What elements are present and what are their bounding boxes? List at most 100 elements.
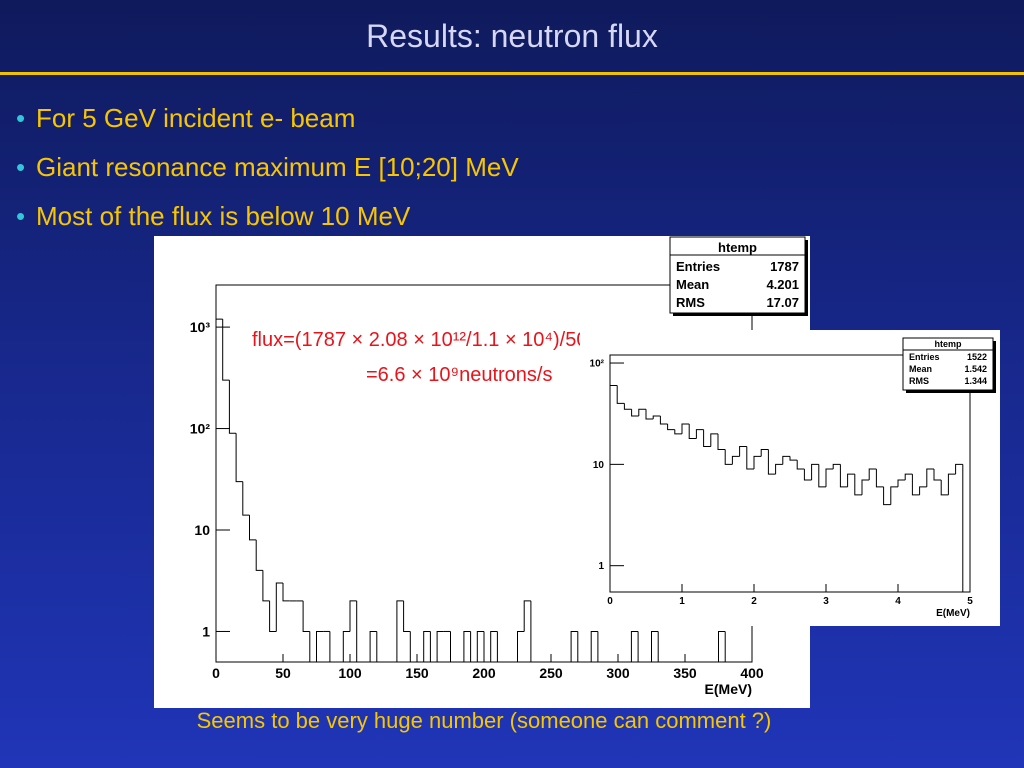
y-tick-label: 10 bbox=[194, 522, 210, 538]
x-tick-label: 3 bbox=[823, 596, 829, 607]
x-tick-label: 400 bbox=[740, 665, 764, 681]
bullet: Giant resonance maximum E [10;20] MeV bbox=[16, 143, 519, 192]
histogram-bin bbox=[940, 480, 949, 496]
x-tick-label: 4 bbox=[895, 596, 901, 607]
x-tick-label: 2 bbox=[751, 596, 757, 607]
histogram-bin bbox=[376, 631, 384, 663]
x-tick-label: 200 bbox=[472, 665, 496, 681]
stats-title: htemp bbox=[935, 339, 963, 349]
bullet-list: For 5 GeV incident e- beam Giant resonan… bbox=[16, 94, 519, 241]
histogram-bin bbox=[667, 424, 675, 431]
histogram-bin bbox=[275, 582, 283, 632]
histogram-bin bbox=[703, 429, 711, 448]
histogram-bin bbox=[429, 631, 438, 663]
histogram-bin bbox=[483, 631, 491, 663]
stats-value: 17.07 bbox=[766, 295, 799, 310]
histogram-bin bbox=[396, 600, 404, 662]
stats-value: 1522 bbox=[967, 352, 987, 362]
histogram-bin bbox=[329, 631, 337, 663]
stats-key: Mean bbox=[676, 277, 709, 292]
histogram-bin bbox=[356, 600, 364, 663]
histogram-bin bbox=[710, 433, 718, 447]
histogram-bin bbox=[674, 429, 682, 435]
histogram-bin bbox=[517, 630, 525, 662]
histogram-bin bbox=[309, 631, 317, 663]
histogram-bin bbox=[854, 474, 862, 496]
histogram-bin bbox=[659, 416, 668, 425]
bullet: Most of the flux is below 10 MeV bbox=[16, 192, 519, 241]
slide-title: Results: neutron flux bbox=[366, 18, 658, 54]
stats-key: Entries bbox=[676, 259, 720, 274]
histogram-bin bbox=[803, 468, 812, 481]
histogram-bin bbox=[926, 468, 934, 487]
histogram-bin bbox=[911, 474, 920, 496]
stats-value: 1.542 bbox=[964, 364, 987, 374]
bullet: For 5 GeV incident e- beam bbox=[16, 94, 519, 143]
histogram-bin bbox=[637, 631, 645, 663]
histogram-bin bbox=[933, 468, 942, 481]
histogram-bin bbox=[349, 600, 357, 632]
title-rule bbox=[0, 72, 1024, 75]
stats-key: Mean bbox=[909, 364, 932, 374]
histogram-bin bbox=[919, 486, 927, 495]
histogram-bin bbox=[832, 463, 841, 469]
histogram-bin bbox=[688, 424, 697, 439]
histogram-bin bbox=[731, 455, 740, 465]
histogram-bin bbox=[695, 429, 704, 439]
x-tick-label: 50 bbox=[275, 665, 291, 681]
histogram-bin bbox=[242, 481, 250, 516]
histogram-bin bbox=[530, 600, 538, 663]
histogram-bin bbox=[652, 415, 661, 420]
footer-note: Seems to be very huge number (someone ca… bbox=[196, 708, 772, 733]
histogram-bin bbox=[645, 409, 654, 420]
histogram-bin bbox=[897, 479, 906, 487]
annotation: flux=(1787 × 2.08 × 10¹²/1.1 × 10⁴)/50Hz bbox=[252, 329, 612, 351]
histogram-bin bbox=[570, 630, 578, 662]
histogram-bin bbox=[228, 380, 237, 434]
histogram-bin bbox=[369, 630, 377, 662]
histogram-bin bbox=[269, 600, 277, 632]
histogram-bin bbox=[423, 630, 431, 662]
histogram-bin bbox=[883, 486, 891, 506]
histogram-bin bbox=[302, 600, 310, 632]
histogram-bin bbox=[450, 631, 458, 663]
y-tick-label: 10² bbox=[190, 420, 211, 436]
histogram-bin bbox=[631, 409, 639, 417]
x-axis-label: E(MeV) bbox=[936, 608, 970, 619]
stats-value: 4.201 bbox=[766, 277, 799, 292]
histogram-bin bbox=[249, 515, 257, 541]
x-tick-label: 150 bbox=[405, 665, 429, 681]
x-tick-label: 5 bbox=[967, 596, 973, 607]
histogram-bin bbox=[638, 408, 646, 417]
histogram-bin bbox=[316, 630, 324, 662]
histogram-bin bbox=[403, 600, 411, 632]
histogram-bin bbox=[630, 630, 639, 662]
histogram-bin bbox=[436, 630, 444, 662]
histogram-bin bbox=[496, 631, 505, 663]
histogram-bin bbox=[947, 473, 956, 495]
x-tick-label: 100 bbox=[338, 665, 362, 681]
histogram-bin bbox=[739, 446, 747, 457]
histogram-bin bbox=[597, 631, 605, 663]
annotation: =6.6 × 10⁹neutrons/s bbox=[366, 364, 552, 386]
stats-box bbox=[902, 337, 994, 391]
histogram-bin bbox=[847, 473, 855, 487]
stats-box bbox=[669, 236, 806, 314]
histogram-bin bbox=[681, 423, 690, 434]
histogram-bin bbox=[724, 449, 733, 465]
stats-key: Entries bbox=[909, 352, 940, 362]
x-tick-label: 250 bbox=[539, 665, 563, 681]
stats-key: RMS bbox=[909, 376, 929, 386]
histogram-bin bbox=[955, 463, 963, 475]
histogram-bin bbox=[470, 631, 478, 663]
y-tick-label: 1 bbox=[598, 561, 604, 572]
histogram-bin bbox=[753, 455, 762, 469]
histogram-bin bbox=[868, 468, 877, 481]
histogram-bin bbox=[409, 631, 417, 663]
histogram-bin bbox=[476, 630, 484, 662]
histogram-bin bbox=[875, 468, 884, 488]
histogram-bin bbox=[861, 479, 870, 495]
histogram-bin bbox=[282, 583, 290, 602]
